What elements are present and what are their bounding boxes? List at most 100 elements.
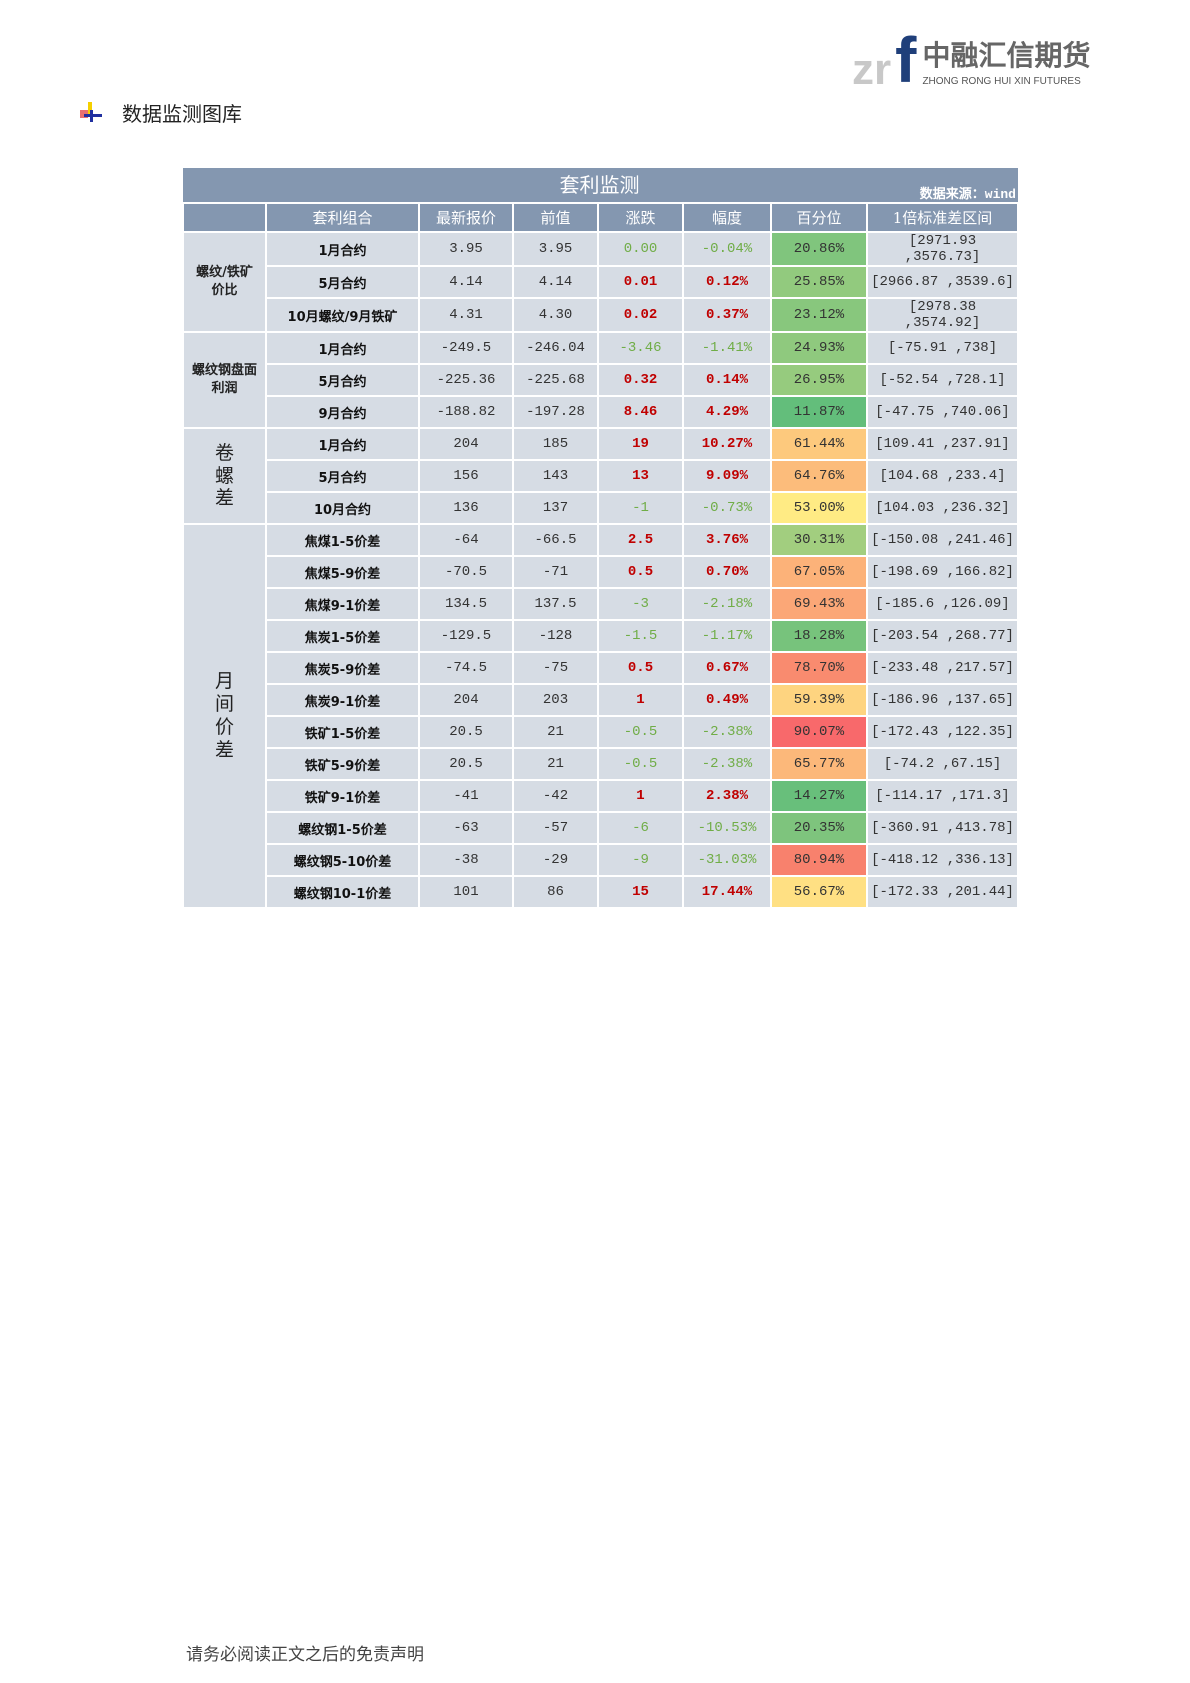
- cell-latest: 134.5: [418, 587, 514, 621]
- table-title-cell: 套利监测 数据来源：wind: [183, 168, 1018, 203]
- cell-percentile: 59.39%: [770, 683, 868, 717]
- cell-range: [-186.96 ,137.65]: [866, 683, 1019, 717]
- cell-change: 13: [597, 459, 684, 493]
- cell-prev: 203: [512, 683, 599, 717]
- cell-name: 螺纹钢5-10价差: [265, 843, 420, 877]
- bullet-icon: [80, 101, 102, 124]
- cell-change: 15: [597, 875, 684, 909]
- cell-prev: 21: [512, 747, 599, 781]
- cell-percentile: 20.35%: [770, 811, 868, 845]
- cell-range: [-203.54 ,268.77]: [866, 619, 1019, 653]
- cell-name: 10月合约: [265, 491, 420, 525]
- table-row: 螺纹钢10-1价差 101 86 15 17.44% 56.67% [-172.33 ,20…: [183, 875, 1019, 909]
- cell-name: 铁矿9-1价差: [265, 779, 420, 813]
- cell-change: 1: [597, 683, 684, 717]
- logo-mark-f: f: [895, 24, 917, 96]
- cell-prev: -197.28: [512, 395, 599, 429]
- header-range: 1倍标准差区间: [866, 202, 1019, 233]
- cell-percentile: 61.44%: [770, 427, 868, 461]
- cell-pct: -10.53%: [682, 811, 772, 845]
- cell-change: -6: [597, 811, 684, 845]
- cell-prev: 21: [512, 715, 599, 749]
- cell-prev: 185: [512, 427, 599, 461]
- logo-mark-zr: zr: [852, 45, 892, 94]
- cell-latest: -74.5: [418, 651, 514, 685]
- header-latest: 最新报价: [418, 202, 514, 233]
- cell-latest: 136: [418, 491, 514, 525]
- header-prev: 前值: [512, 202, 599, 233]
- cell-latest: 4.14: [418, 265, 514, 299]
- cell-change: -0.5: [597, 747, 684, 781]
- cell-pct: -2.18%: [682, 587, 772, 621]
- table-row: 9月合约 -188.82 -197.28 8.46 4.29% 11.87% [-47.75…: [183, 395, 1019, 429]
- cell-change: -1.5: [597, 619, 684, 653]
- cell-percentile: 26.95%: [770, 363, 868, 397]
- cell-range: [-75.91 ,738]: [866, 331, 1019, 365]
- section-title: 数据监测图库: [122, 102, 242, 126]
- cell-pct: 10.27%: [682, 427, 772, 461]
- cell-change: -0.5: [597, 715, 684, 749]
- cell-change: 0.02: [597, 297, 684, 333]
- cell-name: 螺纹钢10-1价差: [265, 875, 420, 909]
- table-row: 卷螺差 1月合约 204 185 19 10.27% 61.44% [109.41 ,237.…: [182, 427, 1019, 525]
- cell-latest: -41: [418, 779, 514, 813]
- header-percentile: 百分位: [770, 202, 868, 233]
- cell-range: [2966.87 ,3539.6]: [866, 265, 1019, 299]
- cell-prev: -75: [512, 651, 599, 685]
- logo-name-en: ZHONG RONG HUI XIN FUTURES: [922, 76, 1081, 87]
- cell-latest: 20.5: [418, 715, 514, 749]
- cell-pct: 0.14%: [682, 363, 772, 397]
- cell-pct: 4.29%: [682, 395, 772, 429]
- cell-percentile: 24.93%: [770, 331, 868, 365]
- logo-text: 中融汇信期货 ZHONG RONG HUI XIN FUTURES: [922, 40, 1090, 92]
- cell-range: [-52.54 ,728.1]: [866, 363, 1019, 397]
- cell-prev: -29: [512, 843, 599, 877]
- cell-pct: 0.12%: [682, 265, 772, 299]
- cell-pct: -0.04%: [682, 231, 772, 267]
- cell-prev: -66.5: [512, 523, 599, 557]
- cell-prev: 3.95: [512, 231, 599, 267]
- cell-percentile: 56.67%: [770, 875, 868, 909]
- cell-latest: -225.36: [418, 363, 514, 397]
- cell-percentile: 53.00%: [770, 491, 868, 525]
- cell-change: -3.46: [597, 331, 684, 365]
- cell-prev: -246.04: [512, 331, 599, 365]
- cell-range: [2971.93 ,3576.73]: [866, 231, 1019, 267]
- cell-pct: 0.37%: [682, 297, 772, 333]
- cell-percentile: 25.85%: [770, 265, 868, 299]
- table-row: 焦煤5-9价差 -70.5 -71 0.5 0.70% 67.05% [-198.69 ,1…: [183, 555, 1019, 589]
- cell-latest: -70.5: [418, 555, 514, 589]
- cell-percentile: 78.70%: [770, 651, 868, 685]
- cell-name: 焦炭5-9价差: [265, 651, 420, 685]
- table-row: 5月合约 156 143 13 9.09% 64.76% [104.68 ,233.4]: [183, 459, 1019, 493]
- cell-latest: 20.5: [418, 747, 514, 781]
- cell-range: [-418.12 ,336.13]: [866, 843, 1019, 877]
- cell-latest: 4.31: [418, 297, 514, 333]
- table-row: 铁矿1-5价差 20.5 21 -0.5 -2.38% 90.07% [-172.43 ,1…: [183, 715, 1019, 749]
- section-heading: 数据监测图库: [80, 98, 242, 127]
- table-row: 焦炭5-9价差 -74.5 -75 0.5 0.67% 78.70% [-233.48 ,2…: [183, 651, 1019, 685]
- table-row: 螺纹/铁矿价比 1月合约 3.95 3.95 0.00 -0.04% 20.86% [2971…: [182, 231, 1019, 333]
- cell-percentile: 65.77%: [770, 747, 868, 781]
- cell-percentile: 14.27%: [770, 779, 868, 813]
- cell-prev: 137.5: [512, 587, 599, 621]
- table-row: 铁矿5-9价差 20.5 21 -0.5 -2.38% 65.77% [-74.2 ,67.…: [183, 747, 1019, 781]
- cell-pct: 17.44%: [682, 875, 772, 909]
- cell-prev: 137: [512, 491, 599, 525]
- cell-pct: -1.17%: [682, 619, 772, 653]
- cell-latest: 101: [418, 875, 514, 909]
- cell-range: [-150.08 ,241.46]: [866, 523, 1019, 557]
- company-logo: zr f 中融汇信期货 ZHONG RONG HUI XIN FUTURES: [852, 28, 1090, 92]
- cell-percentile: 90.07%: [770, 715, 868, 749]
- cell-percentile: 11.87%: [770, 395, 868, 429]
- cell-range: [-172.33 ,201.44]: [866, 875, 1019, 909]
- table-row: 螺纹钢5-10价差 -38 -29 -9 -31.03% 80.94% [-418.12 ,…: [183, 843, 1019, 877]
- cell-change: 0.01: [597, 265, 684, 299]
- table-header-row: 套利组合 最新报价 前值 涨跌 幅度 百分位 1倍标准差区间: [182, 202, 1019, 233]
- cell-name: 焦煤5-9价差: [265, 555, 420, 589]
- cell-percentile: 67.05%: [770, 555, 868, 589]
- cell-latest: 204: [418, 683, 514, 717]
- cell-range: [-172.43 ,122.35]: [866, 715, 1019, 749]
- cell-name: 9月合约: [265, 395, 420, 429]
- cell-name: 铁矿1-5价差: [265, 715, 420, 749]
